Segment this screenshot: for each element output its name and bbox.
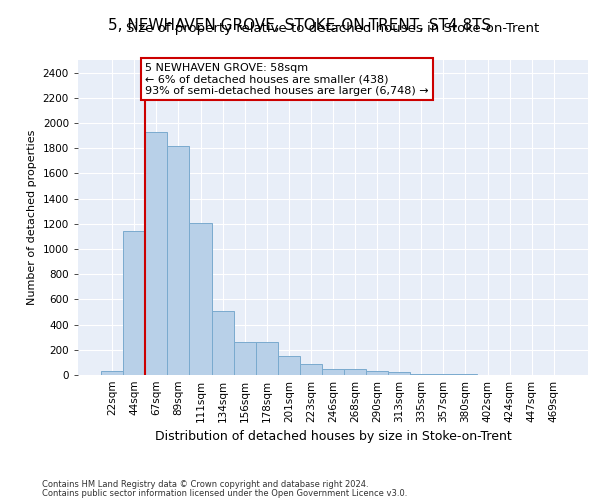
Text: 5, NEWHAVEN GROVE, STOKE-ON-TRENT, ST4 8TS: 5, NEWHAVEN GROVE, STOKE-ON-TRENT, ST4 8… (109, 18, 491, 32)
Bar (278, 356, 300, 375)
Text: Contains public sector information licensed under the Open Government Licence v3: Contains public sector information licen… (42, 488, 407, 498)
Bar (366, 371, 388, 375)
Bar (145, 132, 167, 375)
Bar (300, 364, 322, 375)
Bar (233, 342, 256, 375)
Bar (322, 368, 344, 375)
Bar (190, 223, 212, 375)
Bar (256, 342, 278, 375)
Text: 5 NEWHAVEN GROVE: 58sqm
← 6% of detached houses are smaller (438)
93% of semi-de: 5 NEWHAVEN GROVE: 58sqm ← 6% of detached… (145, 62, 429, 96)
Bar (123, 232, 145, 375)
Bar (410, 374, 433, 375)
Bar (344, 370, 366, 375)
Title: Size of property relative to detached houses in Stoke-on-Trent: Size of property relative to detached ho… (127, 22, 539, 35)
Y-axis label: Number of detached properties: Number of detached properties (27, 130, 37, 305)
Bar (388, 372, 410, 375)
X-axis label: Distribution of detached houses by size in Stoke-on-Trent: Distribution of detached houses by size … (155, 430, 511, 444)
Text: Contains HM Land Registry data © Crown copyright and database right 2024.: Contains HM Land Registry data © Crown c… (42, 480, 368, 489)
Bar (433, 374, 454, 375)
Bar (167, 146, 190, 375)
Bar (212, 310, 233, 375)
Bar (101, 371, 123, 375)
Bar (454, 374, 476, 375)
